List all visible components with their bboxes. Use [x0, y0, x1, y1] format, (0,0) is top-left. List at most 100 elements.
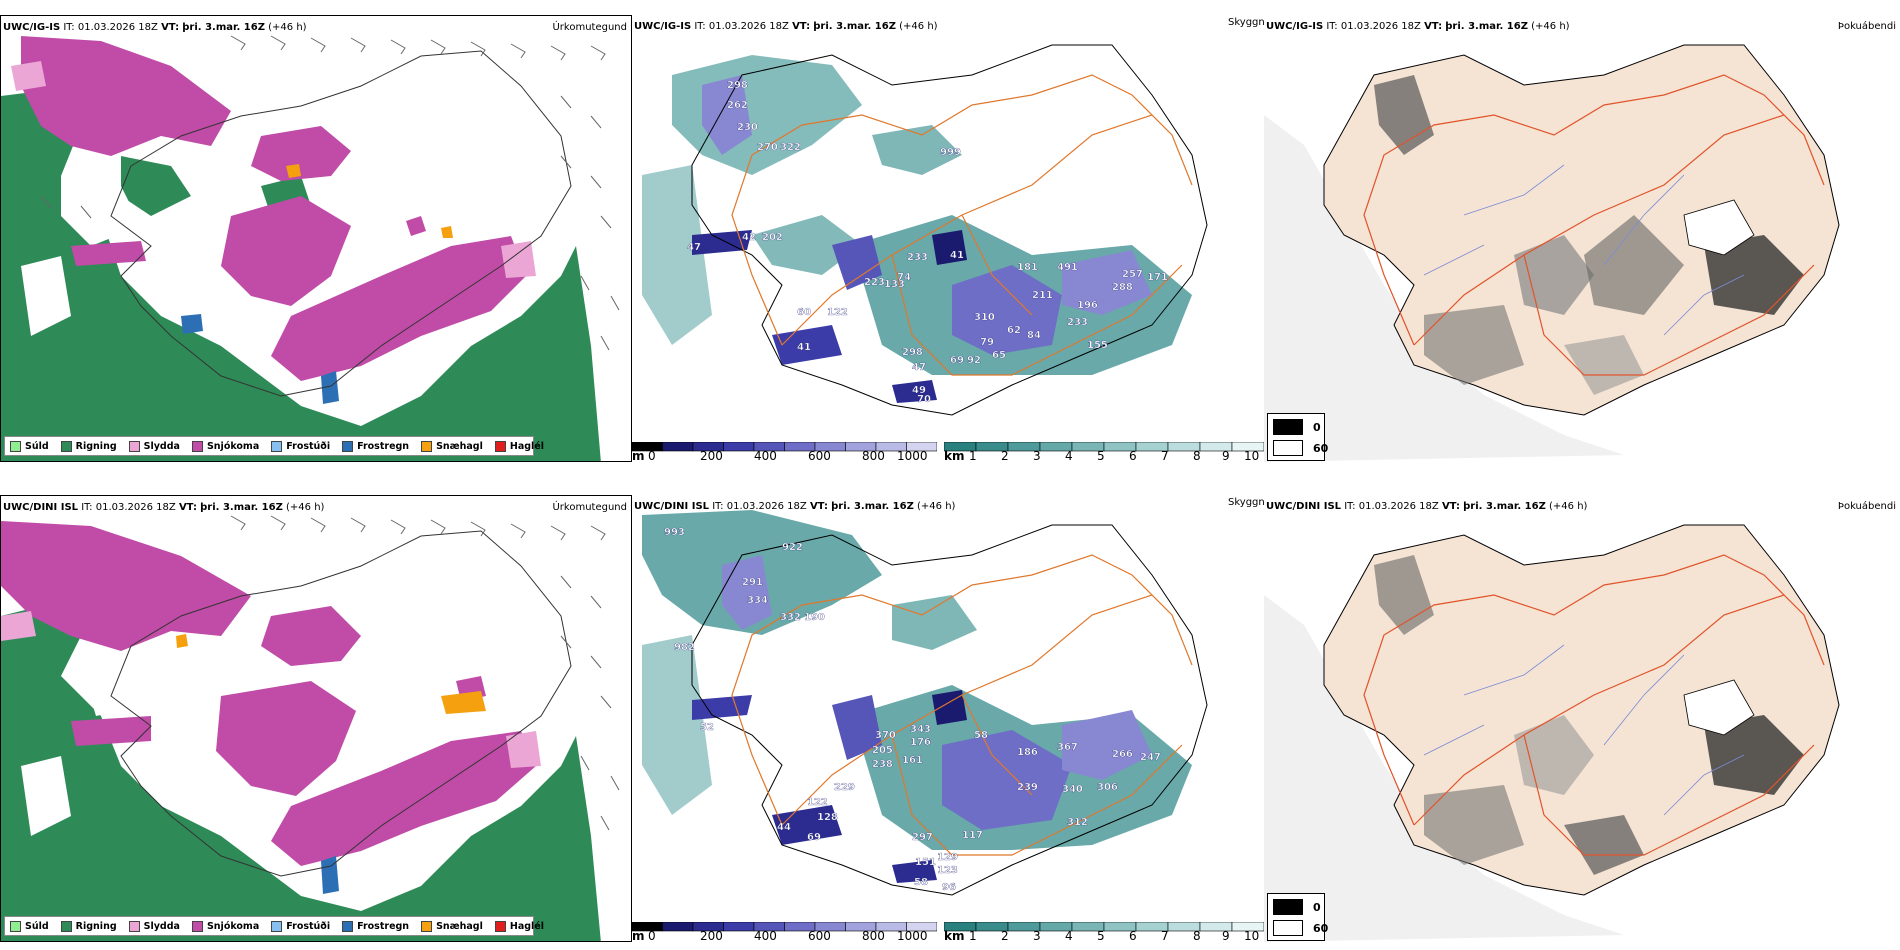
cloudbase-unit: m [632, 449, 645, 462]
fog-swatch [1273, 440, 1303, 456]
legend-swatch [494, 920, 506, 932]
cloud-base-label: 52 [700, 722, 714, 733]
cloud-base-label: 58 [914, 877, 928, 888]
cloudbase-panel-row2: 993 922 291 334 332 190 982 52 370 343 176 58 205 186… [632, 495, 1264, 942]
cloudbase-tick: 600 [808, 929, 831, 942]
cloudbase-map-row1: 298 262 230 270 322 999 42 202 47 233 41 74 223 133 18… [642, 44, 1208, 416]
cloudbase-tick: 200 [700, 929, 723, 942]
cloud-base-label: 117 [962, 830, 983, 841]
cloud-base-label: 196 [1077, 300, 1098, 311]
fog-swatch [1273, 899, 1303, 915]
cloudbase-tick: 400 [754, 929, 777, 942]
cloud-base-label: 370 [875, 730, 896, 741]
cloud-base-label: 298 [902, 347, 923, 358]
cloud-base-label: 223 [864, 277, 885, 288]
cloudbase-colorbar-swatches [632, 441, 938, 452]
cloud-base-label: 291 [742, 577, 763, 588]
cloud-base-label: 62 [1007, 325, 1021, 336]
cloudbase-tick: 1000 [897, 929, 928, 942]
visibility-tick: 3 [1033, 449, 1041, 462]
visibility-unit: km [944, 929, 965, 942]
cloudbase-tick: 400 [754, 449, 777, 462]
fog-legend-item: 0 [1273, 419, 1321, 435]
fog-panel-row2: UWC/DINI ISL IT: 01.03.2026 18Z VT: þri.… [1264, 495, 1900, 942]
cloud-base-label: 922 [782, 542, 803, 553]
visibility-tick: 7 [1161, 929, 1169, 942]
visibility-tick: 4 [1065, 929, 1073, 942]
map-title-row2-p1: UWC/DINI ISL IT: 01.03.2026 18Z VT: þri.… [3, 502, 325, 513]
cloud-base-label: 306 [1097, 782, 1118, 793]
cloud-base-label: 92 [967, 355, 981, 366]
colorbar-swatch [723, 921, 755, 932]
cloud-base-label: 41 [797, 342, 811, 353]
visibility-tick: 10 [1244, 929, 1260, 942]
cloud-base-label: 229 [834, 782, 855, 793]
visibility-tick: 9 [1222, 929, 1230, 942]
visibility-tick: 4 [1065, 449, 1073, 462]
precip-map-row2 [1, 496, 631, 941]
fog-legend-item: 60 [1273, 440, 1328, 456]
visibility-tick: 7 [1161, 449, 1169, 462]
cloud-base-label: 491 [1057, 262, 1078, 273]
precip-type-legend: Súld Rigning Slydda Snjókoma Frostúði Fr… [4, 916, 544, 936]
legend-item: Slydda [128, 440, 180, 452]
cloud-base-label: 993 [664, 527, 685, 538]
cloud-base-label: 205 [872, 745, 893, 756]
visibility-colorbar-row2: km 1 2 3 4 5 6 7 8 9 10 [943, 917, 1264, 942]
cloud-base-label: 343 [910, 724, 931, 735]
fog-map-row2 [1264, 524, 1840, 942]
cloud-base-label: 238 [872, 759, 893, 770]
legend-item: Frostúði [271, 920, 330, 932]
map-title-row1-p2: UWC/IG-IS IT: 01.03.2026 18Z VT: þri. 3.… [634, 21, 938, 32]
legend-item: Súld [10, 920, 49, 932]
visibility-tick: 2 [1001, 929, 1009, 942]
fog-swatch [1273, 920, 1303, 936]
fog-swatch [1273, 419, 1303, 435]
map-title-row2-p2: UWC/DINI ISL IT: 01.03.2026 18Z VT: þri.… [634, 501, 956, 512]
cloud-base-label: 129 [937, 852, 958, 863]
cloud-base-label: 171 [1147, 272, 1168, 283]
visibility-tick: 6 [1129, 449, 1137, 462]
cloud-base-label: 151 [915, 857, 936, 868]
cloud-base-label: 49 [912, 385, 926, 396]
cloudbase-map-row2: 993 922 291 334 332 190 982 52 370 343 176 58 205 186… [642, 510, 1208, 896]
cloud-base-label: 233 [907, 252, 928, 263]
visibility-tick: 1 [969, 929, 977, 942]
cloud-base-label: 42 [742, 232, 756, 243]
visibility-tick: 9 [1222, 449, 1230, 462]
cloud-base-label: 122 [827, 307, 848, 318]
fog-legend-row1: 0 60 [1267, 413, 1328, 461]
colorbar-swatch [1231, 441, 1264, 452]
precip-type-panel-row2: UWC/DINI ISL IT: 01.03.2026 18Z VT: þri.… [0, 495, 632, 942]
fog-map-row1 [1264, 44, 1840, 462]
legend-item: Rigning [60, 920, 117, 932]
cloudbase-unit: m [632, 929, 645, 942]
cloud-base-label: 69 [950, 355, 964, 366]
visibility-label-row2: Skyggni [1228, 497, 1268, 508]
cloudbase-tick: 800 [862, 929, 885, 942]
cloud-base-label: 262 [727, 100, 748, 111]
colorbar-swatch [723, 441, 755, 452]
cloud-base-label: 211 [1032, 290, 1053, 301]
cloud-base-label: 70 [917, 394, 931, 405]
cloud-base-label: 47 [687, 242, 701, 253]
cloud-base-label: 322 [780, 142, 801, 153]
cloudbase-panel-row1: 298 262 230 270 322 999 42 202 47 233 41 74 223 133 18… [632, 15, 1264, 462]
visibility-tick: 1 [969, 449, 977, 462]
cloud-base-label: 297 [912, 832, 933, 843]
cloud-base-label: 69 [807, 832, 821, 843]
cloud-base-label: 982 [674, 642, 695, 653]
cloud-base-label: 44 [777, 822, 791, 833]
visibility-tick: 5 [1097, 449, 1105, 462]
legend-swatch [10, 920, 21, 932]
legend-swatch [128, 440, 140, 452]
map-title-row1-p3: UWC/IG-IS IT: 01.03.2026 18Z VT: þri. 3.… [1266, 21, 1570, 32]
visibility-colorbar-row1: km 1 2 3 4 5 6 7 8 9 10 [943, 437, 1264, 462]
colorbar-swatch [662, 441, 694, 452]
precip-type-legend: Súld Rigning Slydda Snjókoma Frostúði Fr… [4, 436, 544, 456]
cloud-base-label: 176 [910, 737, 931, 748]
cloud-base-label: 190 [804, 612, 825, 623]
cloud-base-label: 202 [762, 232, 783, 243]
precip-map-row1 [1, 16, 631, 461]
visibility-unit: km [944, 449, 965, 462]
